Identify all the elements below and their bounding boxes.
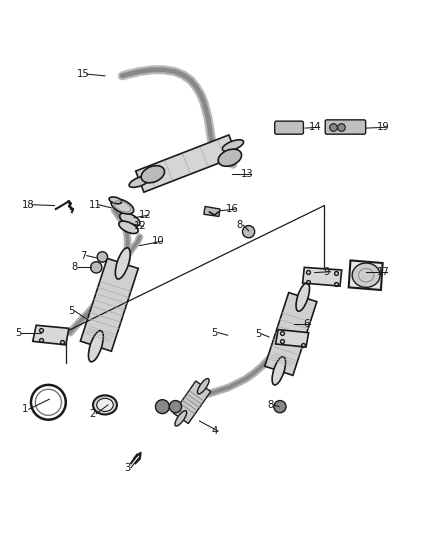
Text: 16: 16 [226,204,238,214]
Ellipse shape [222,140,244,151]
Ellipse shape [93,395,117,415]
Polygon shape [303,268,342,286]
Text: 5: 5 [212,328,218,337]
Ellipse shape [111,199,134,214]
Text: 18: 18 [22,200,35,209]
Text: 15: 15 [77,69,90,79]
Circle shape [274,400,286,413]
Ellipse shape [198,378,209,394]
Text: 2: 2 [90,409,96,418]
Ellipse shape [296,283,310,311]
Polygon shape [349,261,383,290]
Text: 12: 12 [134,221,146,231]
Circle shape [91,262,102,273]
Text: 8: 8 [71,262,78,272]
Text: 10: 10 [152,236,164,246]
Polygon shape [33,325,69,345]
Polygon shape [276,329,309,347]
Ellipse shape [141,166,165,183]
Ellipse shape [352,263,380,287]
Text: 8: 8 [237,220,243,230]
Text: 5: 5 [68,306,74,316]
Ellipse shape [272,357,286,385]
Text: 11: 11 [88,200,101,209]
Polygon shape [173,381,211,424]
Circle shape [170,400,182,413]
Polygon shape [265,293,317,375]
Polygon shape [204,206,220,216]
Ellipse shape [88,330,103,362]
Text: 5: 5 [15,328,21,337]
Circle shape [97,252,108,262]
FancyBboxPatch shape [275,121,304,134]
Text: 5: 5 [255,329,261,339]
Text: 6: 6 [303,319,309,329]
Text: 1: 1 [22,404,28,414]
Text: 13: 13 [241,169,254,179]
Text: 7: 7 [80,251,86,261]
Text: 3: 3 [124,463,131,473]
Polygon shape [80,259,138,351]
Polygon shape [136,135,237,192]
Text: 12: 12 [139,210,152,220]
Ellipse shape [115,248,130,279]
Ellipse shape [175,410,187,426]
Text: 4: 4 [212,426,218,436]
Ellipse shape [129,176,151,188]
Text: 8: 8 [267,400,273,410]
FancyBboxPatch shape [325,120,366,134]
Text: 19: 19 [377,122,390,132]
Text: 14: 14 [309,122,322,132]
Ellipse shape [120,213,140,226]
Ellipse shape [97,398,113,411]
Ellipse shape [119,221,138,233]
Text: 9: 9 [324,266,330,277]
Circle shape [155,400,170,414]
Ellipse shape [218,149,241,166]
Circle shape [243,225,254,238]
Text: 17: 17 [377,266,390,277]
Ellipse shape [109,197,122,204]
